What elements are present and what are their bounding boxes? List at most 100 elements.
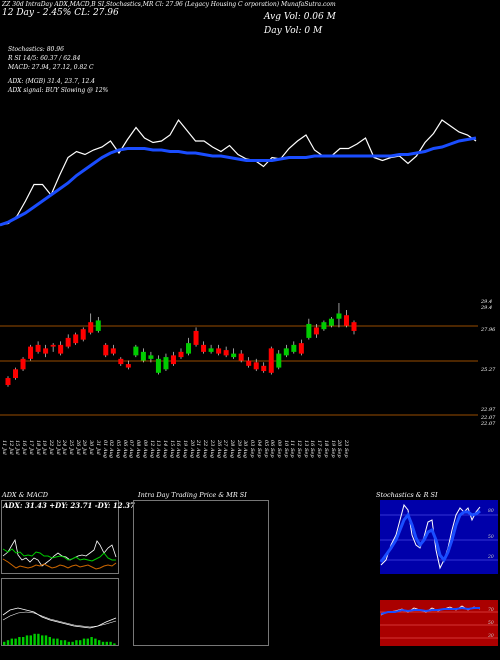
candle-up <box>163 357 169 370</box>
macd-panel <box>1 578 119 646</box>
candle-down <box>118 358 124 365</box>
macd-hist-bar <box>79 640 82 645</box>
plus-di-line <box>2 548 116 562</box>
macd-hist-bar <box>67 641 70 645</box>
candle-down <box>253 362 259 370</box>
intraday-panel-title: Intra Day Trading Price & MR SI <box>138 491 247 499</box>
candle-down <box>35 344 41 352</box>
macd-hist-bar <box>101 641 105 645</box>
rsi-70-label: 70 <box>488 608 494 613</box>
candle-up <box>133 346 139 356</box>
macd-hist-bar <box>82 638 86 645</box>
stoch-d-line <box>379 509 481 563</box>
macd-hist-bar <box>71 641 74 645</box>
candle-up <box>231 353 237 358</box>
macd-hist-bar <box>18 637 21 645</box>
candle-up <box>186 343 192 354</box>
adx-panel <box>1 500 119 574</box>
macd-hist-bar <box>14 638 17 645</box>
macd-hist-bar <box>56 638 59 645</box>
macd-line <box>2 607 117 629</box>
candle-down <box>246 360 252 366</box>
price-level-label-3: 27.96 <box>481 327 496 333</box>
macd-hist-bar <box>29 635 32 645</box>
macd-hist-bar <box>113 643 116 645</box>
macd-signal-line <box>2 611 117 628</box>
stoch-80-label: 80 <box>488 509 494 514</box>
candle-up <box>328 318 334 326</box>
candle-up <box>95 320 101 331</box>
candle-up <box>140 351 146 361</box>
stoch-50-label: 50 <box>488 535 494 540</box>
candle-down <box>50 344 56 347</box>
candle-down <box>103 344 109 356</box>
candle-up <box>148 355 154 359</box>
macd-hist-bar <box>105 641 108 645</box>
macd-hist-bar <box>6 640 10 645</box>
candle-down <box>351 322 357 331</box>
candle-down <box>5 378 11 386</box>
macd-hist-bar <box>94 638 97 645</box>
adx-line <box>2 538 117 567</box>
macd-hist-bar <box>109 641 112 645</box>
candle-down <box>238 353 244 361</box>
macd-hist-bar <box>33 633 36 645</box>
candle-down <box>20 358 26 370</box>
candle-down <box>13 369 19 379</box>
macd-hist-bar <box>44 635 48 645</box>
rsi-readout: R SI 14/5: 60.37 / 62.84 <box>8 55 81 62</box>
moving-average-line <box>0 136 477 227</box>
chart-header-line2: 12 Day - 2.45% CL: 27.96 <box>2 8 119 18</box>
candle-up <box>283 348 289 356</box>
candle-down <box>28 346 34 359</box>
adx-readout: ADX: (MGB) 31.4, 23.7, 12.4 <box>8 78 95 85</box>
macd-hist-bar <box>41 635 44 645</box>
price-level-label-5: 22.97 <box>481 407 496 413</box>
candle-down <box>343 315 349 326</box>
chart-header-line1: ZZ 30d IntraDay ADX,MACD,B SI,Stochastic… <box>2 1 336 8</box>
macd-hist-bar <box>98 640 101 645</box>
price-level-label-1: 29.4 <box>481 299 493 305</box>
avg-volume: Avg Vol: 0.06 M <box>264 12 336 22</box>
macd-hist-bar <box>25 635 29 645</box>
macd-hist-bar <box>37 633 40 645</box>
candle-down <box>73 334 79 344</box>
candle-down <box>80 329 86 340</box>
candle-up <box>306 323 312 338</box>
macd-readout: MACD: 27.94, 27.12, 0.82 C <box>8 64 94 71</box>
candle-down <box>193 330 199 345</box>
adx-macd-panel-title: ADX & MACD <box>2 491 48 499</box>
candle-down <box>216 348 222 354</box>
candle-down <box>43 348 49 354</box>
price-level-label-6: 22.07 <box>481 415 496 421</box>
macd-hist-bar <box>10 638 13 645</box>
candle-down <box>88 322 94 333</box>
minus-di-line <box>2 558 117 570</box>
candle-up <box>208 348 214 352</box>
macd-hist-bar <box>75 640 78 645</box>
macd-hist-bar <box>22 637 25 645</box>
candle-down <box>223 350 229 356</box>
macd-histogram <box>3 633 116 645</box>
macd-hist-bar <box>48 637 51 645</box>
stoch-20-label: 20 <box>488 555 494 560</box>
candle-down <box>201 344 207 352</box>
macd-hist-bar <box>3 641 6 645</box>
adx-signal-readout: ADX signal: BUY Slowing @ 12% <box>8 87 109 94</box>
macd-hist-bar <box>60 640 63 645</box>
candle-down <box>110 348 116 354</box>
mrsi-line <box>380 606 480 615</box>
macd-hist-bar <box>63 640 67 645</box>
rsi-30-label: 30 <box>488 634 494 639</box>
day-volume: Day Vol: 0 M <box>264 26 323 36</box>
candle-down <box>261 365 267 372</box>
candle-up <box>321 322 327 330</box>
price-level-label-7: 22.07 <box>481 421 496 427</box>
macd-hist-bar <box>90 637 93 645</box>
price-level-label-2: 29.4 <box>481 305 493 311</box>
